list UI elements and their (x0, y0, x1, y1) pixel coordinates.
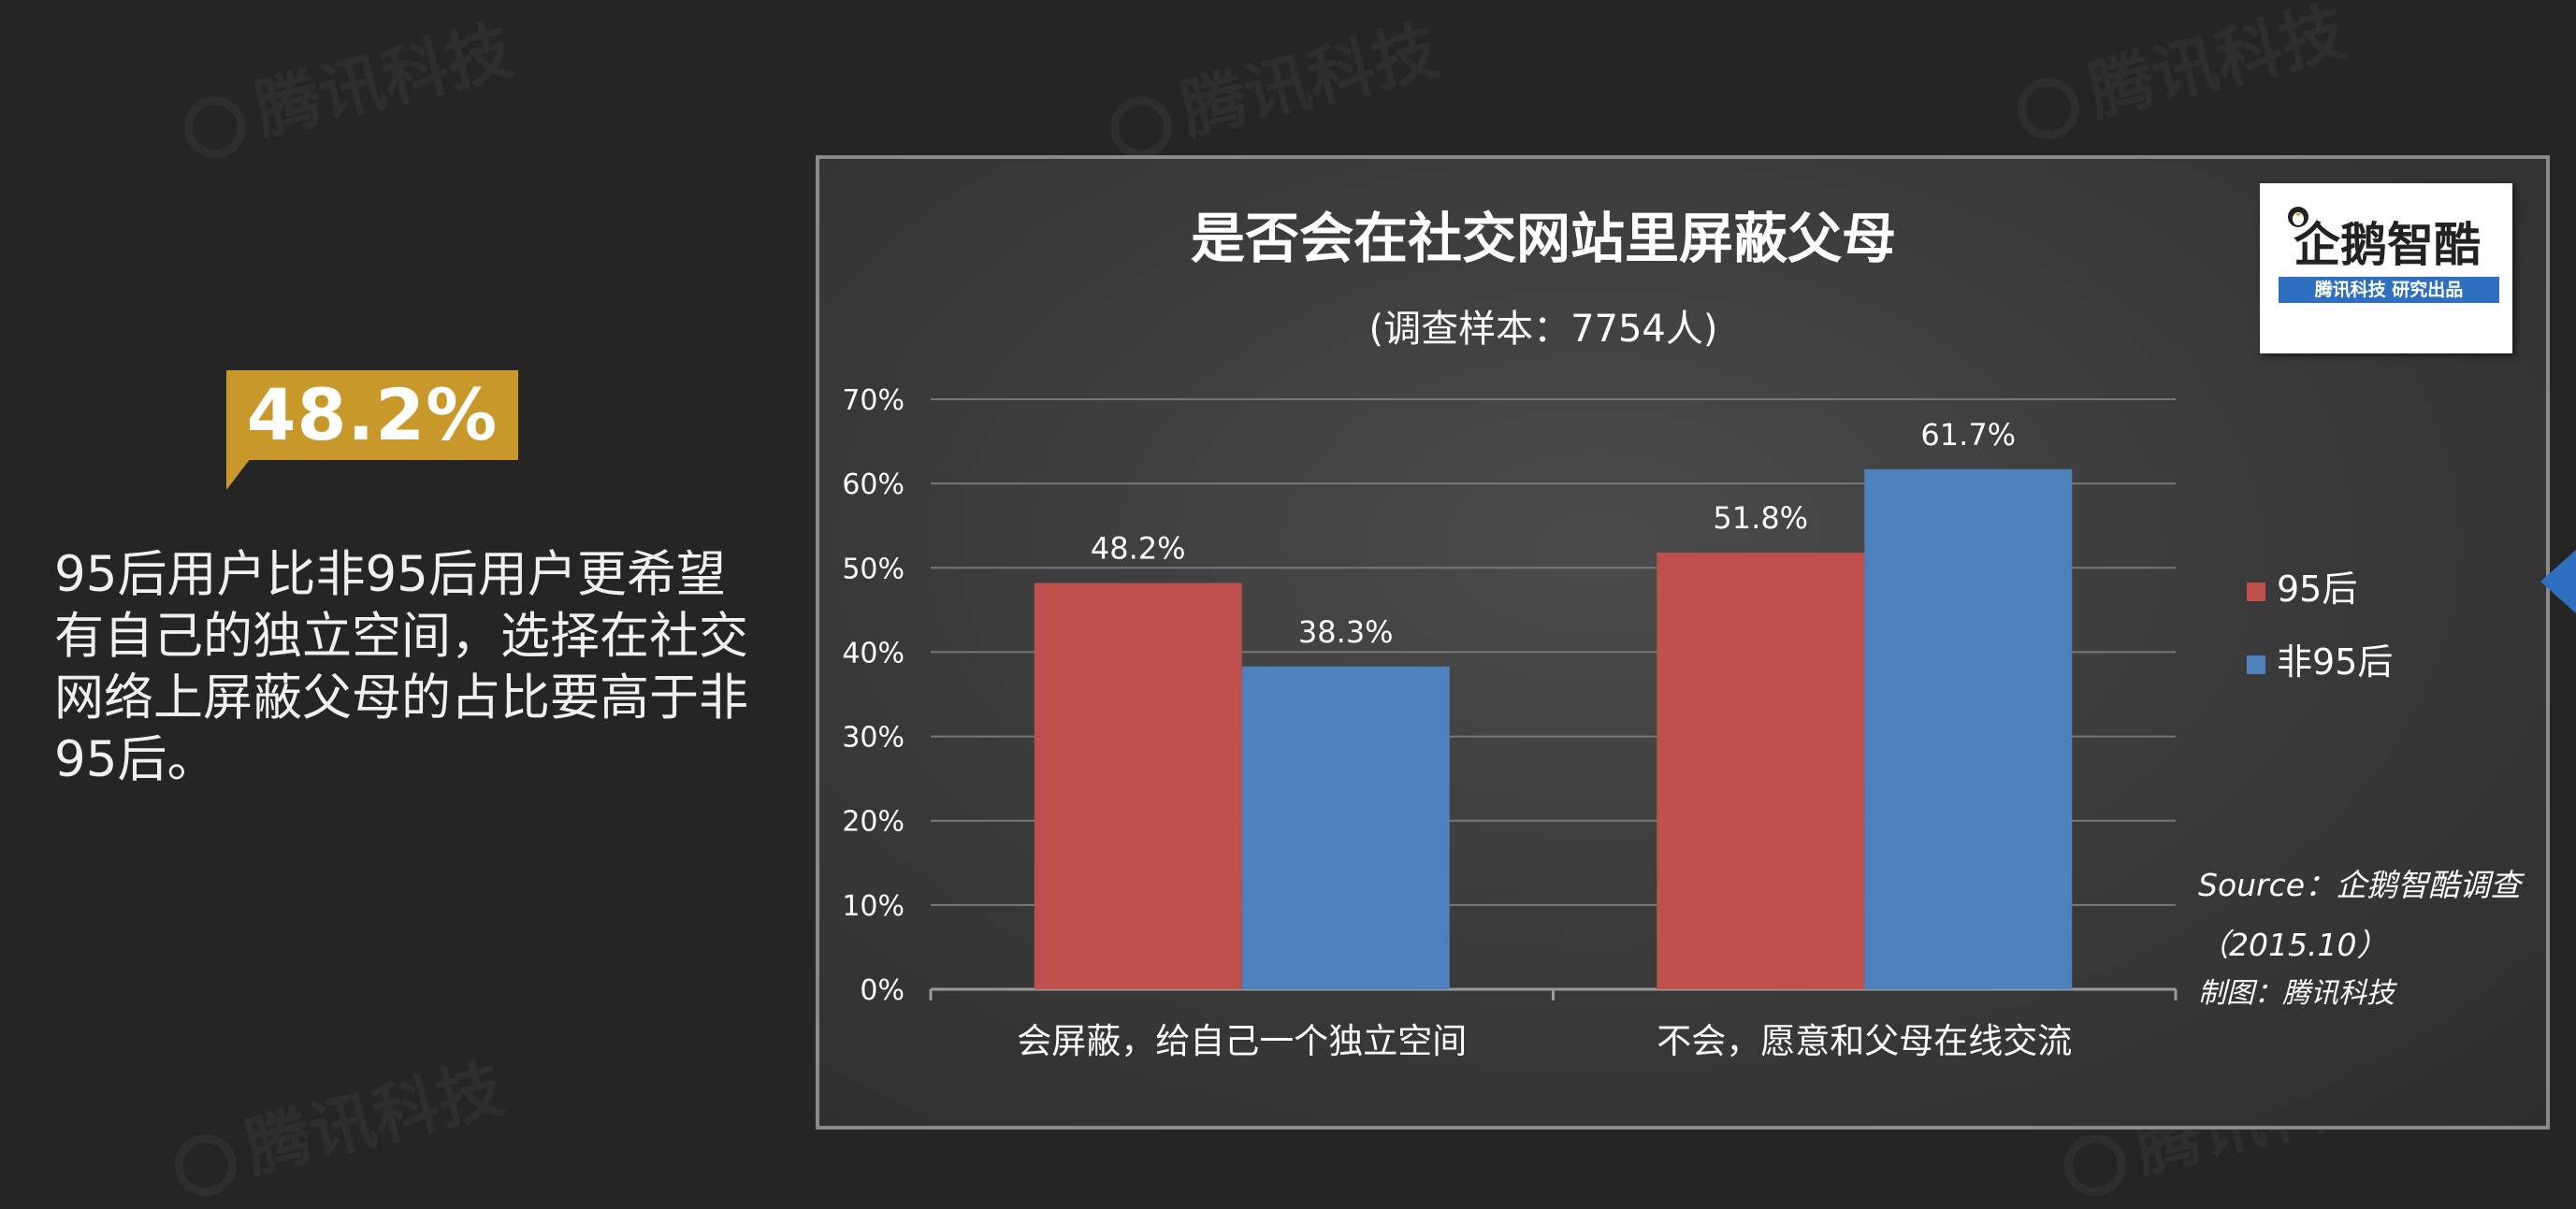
bar-value-label: 48.2% (1091, 531, 1186, 567)
y-tick-label: 30% (842, 722, 904, 755)
source-date: （2015.10） (2198, 927, 2387, 963)
y-tick-label: 40% (842, 637, 904, 669)
y-tick-label: 0% (860, 974, 904, 1007)
x-axis-labels: 会屏蔽，给自己一个独立空间 不会，愿意和父母在线交流 (1017, 1021, 2072, 1061)
logo-tagline: 腾讯科技 研究出品 (2279, 277, 2499, 303)
legend-label: 95后 (2277, 569, 2357, 610)
y-axis-ticks: 0% 10% 20% 30% 40% 50% 60% 70% (842, 384, 904, 1007)
legend-swatch (2247, 583, 2265, 601)
chart-subtitle: (调查样本：7754人) (1368, 308, 1717, 351)
bars (1034, 468, 2073, 989)
legend-swatch (2247, 655, 2265, 674)
bar (1864, 468, 2073, 989)
x-category-label: 不会，愿意和父母在线交流 (1657, 1021, 2072, 1061)
y-tick-label: 70% (842, 384, 904, 417)
source-note: Source：企鹅智酷调查 （2015.10） 制图：腾讯科技 (2198, 867, 2525, 1010)
bar (1657, 553, 1865, 989)
bar-value-label: 61.7% (1920, 417, 2016, 453)
bar (1241, 666, 1450, 989)
bar (1034, 583, 1242, 989)
source-maker: 制图：腾讯科技 (2198, 977, 2397, 1010)
brand-logo: 企鹅智酷 腾讯科技 研究出品 (2260, 183, 2512, 353)
highlight-badge: 48.2% (226, 370, 518, 460)
bar-labels: 48.2% 38.3% 51.8% 61.7% (1091, 417, 2016, 650)
badge-pointer (226, 458, 251, 490)
y-tick-label: 60% (842, 468, 904, 501)
bar-value-label: 38.3% (1298, 614, 1394, 650)
legend-label: 非95后 (2277, 641, 2393, 683)
callout-description: 95后用户比非95后用户更希望有自己的独立空间，选择在社交网络上屏蔽父母的占比要… (54, 546, 748, 788)
y-tick-label: 10% (842, 890, 904, 923)
y-tick-label: 20% (842, 806, 904, 839)
x-category-label: 会屏蔽，给自己一个独立空间 (1017, 1021, 1467, 1061)
logo-name: 企鹅智酷 (2294, 218, 2481, 272)
bar-value-label: 51.8% (1713, 500, 1808, 536)
penguin-icon (2288, 207, 2308, 227)
source-line: Source：企鹅智酷调查 (2198, 867, 2525, 903)
next-arrow-icon (2540, 550, 2576, 613)
chart-title: 是否会在社交网站里屏蔽父母 (1191, 207, 1896, 270)
y-tick-label: 50% (842, 553, 904, 585)
